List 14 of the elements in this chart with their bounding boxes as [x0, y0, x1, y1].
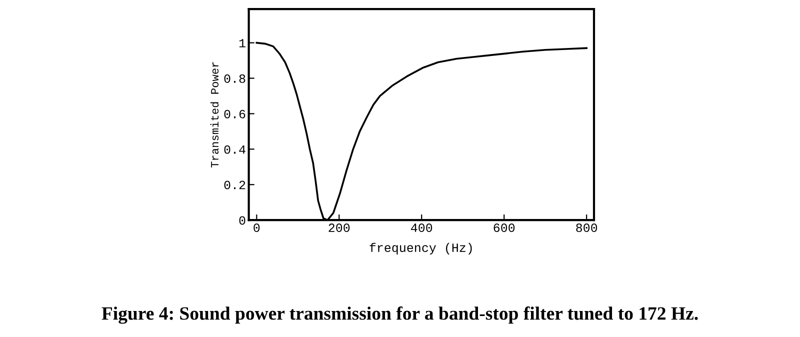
y-tick-label: 1: [239, 39, 246, 48]
x-tick-label: 800: [576, 224, 598, 232]
x-axis-title: frequency (Hz): [370, 242, 472, 254]
y-tick-label: 0: [239, 216, 246, 225]
y-tick-label: 0.2: [224, 180, 246, 190]
x-tick-label: 200: [328, 224, 350, 232]
caption: Figure 4: Sound power transmission for a band-stop filter tuned to 172 Hz.: [102, 306, 698, 324]
x-tick-label: 400: [410, 224, 432, 232]
y-tick-label: 0.6: [224, 110, 246, 118]
y-tick-label: 0.4: [224, 145, 246, 154]
x-tick-label: 0: [254, 224, 260, 232]
x-tick-label: 600: [494, 224, 515, 232]
y-tick-label: 0.8: [224, 74, 246, 83]
y-axis-title: Transmited Power: [210, 62, 219, 168]
